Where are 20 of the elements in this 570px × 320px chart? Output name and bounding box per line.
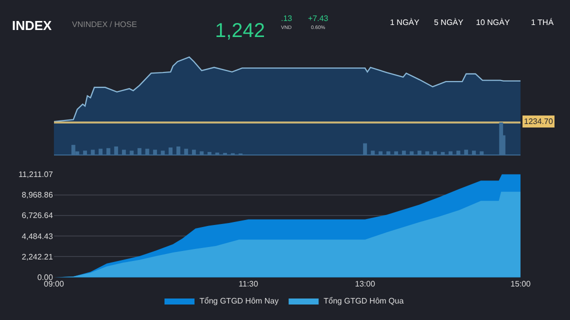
legend-label: Tổng GTGD Hôm Nay — [200, 296, 279, 306]
y-tick-label: 4,484.43 — [22, 232, 54, 241]
text: 1 THÁ — [531, 18, 554, 27]
text: +7.43 — [308, 14, 329, 23]
legend-label: Tổng GTGD Hôm Qua — [324, 296, 404, 306]
text: 10 NGÀY — [476, 18, 510, 27]
x-tick-label: 13:00 — [355, 279, 376, 288]
text: 1 NGÀY — [390, 18, 420, 27]
y-tick-label: 2,242.21 — [22, 252, 54, 262]
y-tick-label: 8,968.86 — [22, 190, 54, 200]
chart-title: INDEX — [12, 18, 52, 33]
text: 1,242 — [215, 20, 266, 42]
y-tick-label: 6,726.64 — [22, 211, 54, 220]
y-tick-label: 11,211.07 — [18, 170, 54, 179]
chart-subtitle: VNINDEX / HOSE — [72, 20, 137, 29]
text: .13 — [281, 14, 293, 23]
text: 1234.70 — [524, 117, 554, 126]
x-tick-label: 15:00 — [510, 279, 532, 288]
text: 5 NGÀY — [434, 18, 464, 27]
x-tick-label: 11:30 — [238, 279, 259, 288]
